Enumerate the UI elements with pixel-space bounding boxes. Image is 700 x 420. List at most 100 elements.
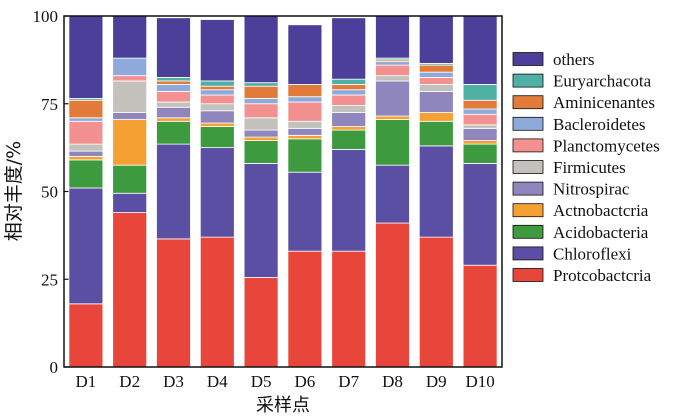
bar-segment [199,110,235,124]
y-tick-label: 25 [41,270,58,289]
legend-swatch [512,52,544,66]
bar-segment [199,80,235,87]
bar-segment [199,126,235,149]
bar-segment [243,163,279,278]
bar-segment [243,103,279,119]
bar-segment [375,61,410,66]
legend-swatch [512,95,544,110]
legend-label: Bacleroidetes [553,115,646,134]
legend: others Euryarchacota Aminicenantes Bacleroi… [512,50,660,285]
bar-segment [287,171,323,252]
bar-segment [331,126,367,131]
bar-segment [199,19,235,82]
legend-swatch [512,203,544,218]
legend-swatch [512,160,544,174]
x-axis-ticks: D1 D2 D3 D4 D5 D6 D7 D8 D9 D10 [76,372,495,391]
x-axis-label: 采样点 [256,395,310,416]
legend-label: Chloroflexi [553,244,632,263]
bar-segment [287,84,323,98]
y-tick-label: 100 [33,7,59,26]
x-tick-label: D1 [76,372,97,391]
bar-segment [199,147,235,238]
bar-segment [418,64,454,73]
bar-segment [68,143,104,152]
bar-segment [462,163,498,266]
bar-segment [243,277,279,368]
bar-segment [68,159,104,189]
legend-swatch [512,246,544,261]
y-axis-label: 相对丰度/% [3,141,25,241]
bar-segment [243,98,279,105]
x-tick-label: D10 [465,372,494,391]
bar-segment [199,89,235,96]
bar-segment [68,150,104,157]
y-tick-label: 0 [50,358,59,377]
bar-segment [287,250,323,368]
x-tick-label: D9 [426,372,447,391]
bar-segment [156,238,191,368]
bar-segment [199,103,235,112]
bar-segment [156,106,191,119]
bar-segment [68,303,104,368]
bar-segment [375,75,410,82]
bar-segment [418,77,454,85]
bar-segment [243,129,279,138]
legend-swatch [512,181,544,196]
bar-segment [462,99,498,110]
bar-segment [112,164,148,194]
bar-segment [287,138,323,173]
bar-segment [462,264,498,368]
bar-segment [462,15,498,85]
bar-segment [112,112,148,120]
bar-segment [375,115,410,120]
bar-segment [156,80,191,85]
bar-segment [112,57,148,77]
bar-segment [156,101,191,108]
bar-segment [418,91,454,113]
bar-segment [418,236,454,368]
plot-frame [63,15,503,368]
bar-segment [375,119,410,166]
legend-label: Firmicutes [553,158,626,177]
bar-segment [462,127,498,142]
bar-segment [331,250,367,368]
x-tick-label: D5 [251,372,272,391]
bar-segment [287,127,323,136]
bar-segment [156,77,191,82]
legend-swatch [512,224,544,239]
x-tick-label: D8 [382,372,403,391]
bar-segment [156,117,191,122]
bar-segment [68,120,104,145]
bar-segment [331,17,367,80]
x-tick-label: D2 [119,372,140,391]
bar-segment [331,148,367,252]
y-axis-ticks: 0 25 50 75 100 [33,7,70,377]
bar-segment [68,15,104,99]
bar-segment [418,84,454,92]
bar-segment [112,75,148,82]
legend-swatch [512,73,544,88]
bar-segment [243,140,279,164]
bar-stacks [68,15,498,368]
legend-label: Aminicenantes [553,93,655,112]
bar-segment [331,112,367,127]
bar-segment [331,129,367,150]
legend-label: Planctomycetes [553,136,660,155]
bar-segment [112,15,148,59]
bar-segment [243,82,279,87]
legend-label: others [553,50,595,69]
bar-segment [243,85,279,99]
bar-segment [462,108,498,115]
y-tick-label: 75 [41,95,58,114]
y-tick-label: 50 [41,183,58,202]
bar-segment [287,24,323,85]
bar-segment [331,105,367,113]
legend-swatch [512,268,544,282]
bar-segment [68,117,104,122]
bar-segment [199,236,235,368]
bar-segment [112,212,148,368]
bar-segment [331,94,367,106]
bar-segment [418,71,454,78]
bar-segment [418,15,454,64]
x-tick-label: D3 [163,372,184,391]
